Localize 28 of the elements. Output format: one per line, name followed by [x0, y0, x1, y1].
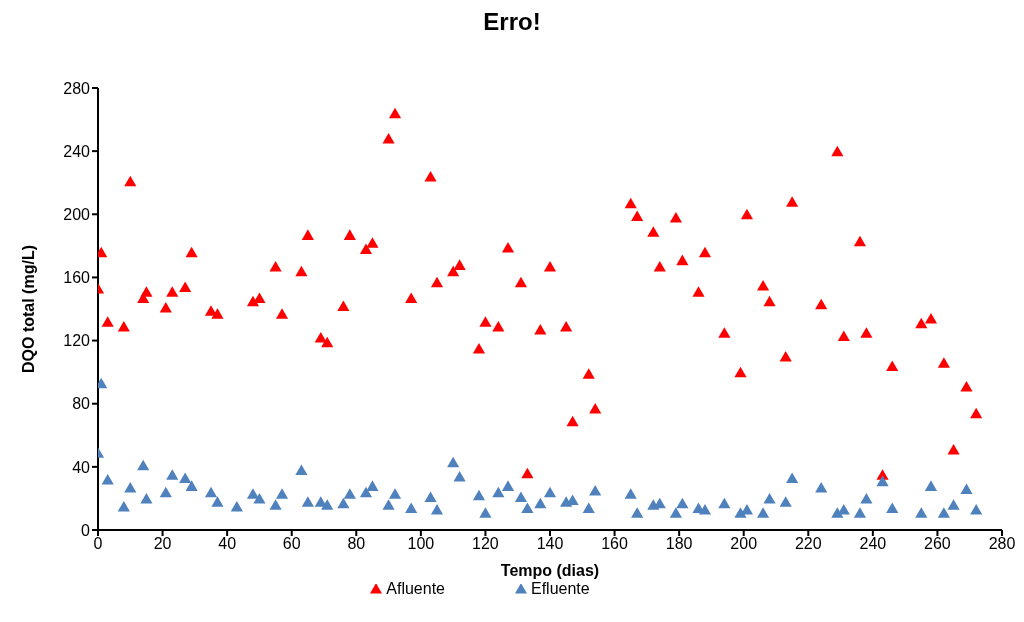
- x-axis-title: Tempo (dias): [500, 562, 600, 579]
- x-tick-label: 260: [924, 535, 951, 553]
- y-tick-label: 240: [63, 142, 91, 160]
- y-tick-label: 0: [81, 521, 91, 539]
- x-tick-label: 220: [794, 535, 822, 553]
- x-tick-label: 140: [536, 535, 564, 553]
- legend-label: Afluente: [386, 580, 445, 597]
- x-tick-label: 120: [472, 535, 499, 553]
- x-tick-label: 100: [407, 535, 435, 553]
- legend-label: Efluente: [531, 580, 590, 597]
- y-tick-label: 120: [63, 332, 91, 350]
- x-tick-label: 60: [282, 535, 301, 553]
- x-tick-label: 200: [730, 535, 758, 553]
- x-tick-label: 20: [153, 535, 172, 553]
- y-tick-label: 80: [72, 395, 91, 413]
- y-tick-label: 160: [63, 269, 91, 287]
- x-tick-label: 240: [859, 535, 887, 553]
- x-tick-label: 80: [347, 535, 366, 553]
- y-tick-label: 280: [63, 79, 91, 97]
- x-tick-label: 180: [665, 535, 693, 553]
- chart-title: Erro!: [482, 8, 542, 37]
- x-tick-label: 0: [93, 535, 103, 553]
- y-tick-label: 200: [63, 205, 91, 223]
- y-axis-title: DQO total (mg/L): [19, 245, 37, 373]
- x-tick-label: 160: [601, 535, 629, 553]
- x-tick-label: 40: [218, 535, 237, 553]
- x-tick-label: 280: [988, 535, 1016, 553]
- y-tick-label: 40: [72, 458, 91, 476]
